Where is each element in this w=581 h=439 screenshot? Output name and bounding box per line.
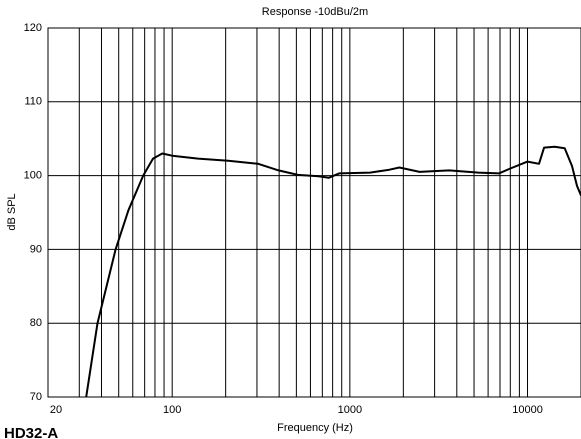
y-tick-label: 120 — [24, 22, 42, 34]
x-tick-label: 20 — [50, 404, 62, 416]
y-tick-label: 90 — [30, 243, 42, 255]
y-axis-label: dB SPL — [6, 193, 18, 230]
y-tick-label: 80 — [30, 317, 42, 329]
response-line — [85, 145, 581, 398]
x-tick-label: 100 — [163, 404, 181, 416]
chart-title: Response -10dBu/2m — [262, 6, 368, 18]
y-tick-label: 100 — [24, 170, 42, 182]
y-tick-label: 110 — [24, 96, 42, 108]
x-tick-label: 10000 — [512, 404, 543, 416]
y-tick-label: 70 — [30, 391, 42, 403]
caption: HD32-A — [4, 425, 58, 439]
x-axis-label: Frequency (Hz) — [277, 422, 353, 434]
x-tick-label: 1000 — [338, 404, 362, 416]
